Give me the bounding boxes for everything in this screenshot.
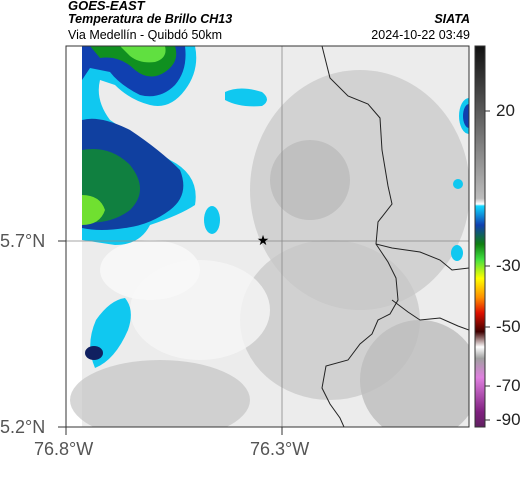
- colorbar-tick-minus90: -90: [496, 410, 521, 429]
- product-title: Temperatura de Brillo CH13: [68, 12, 233, 26]
- lat-label-5-7: 5.7°N: [0, 231, 46, 251]
- colorbar-tick-minus30: -30: [496, 256, 521, 275]
- datetime-label: 2024-10-22 03:49: [371, 28, 470, 42]
- satellite-name: GOES-EAST: [68, 0, 145, 13]
- location-star-icon: ★: [257, 233, 270, 249]
- colorbar: [474, 45, 486, 428]
- lon-label-76-3: 76.3°W: [250, 439, 310, 459]
- colorbar-tick-minus70: -70: [496, 376, 521, 395]
- organization-label: SIATA: [434, 12, 470, 26]
- lat-label-5-2: 5.2°N: [0, 417, 46, 437]
- route-subtitle: Via Medellín - Quibdó 50km: [68, 28, 223, 42]
- colorbar-tick-minus50: -50: [496, 317, 521, 336]
- colorbar-tick-20: 20: [496, 101, 515, 120]
- lon-label-76-8: 76.8°W: [34, 439, 94, 459]
